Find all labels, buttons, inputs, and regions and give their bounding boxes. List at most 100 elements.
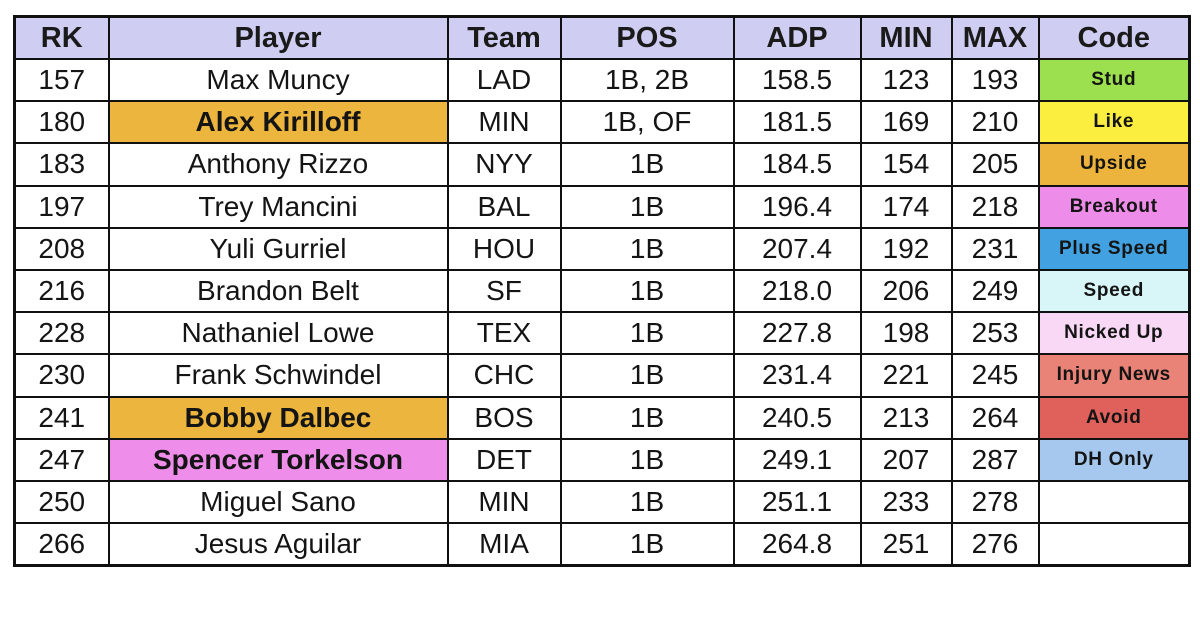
col-header-rk: RK (13, 15, 110, 60)
col-header-player: Player (107, 15, 449, 60)
cell-team: CHC (446, 353, 562, 398)
cell-min: 198 (859, 311, 953, 356)
col-header-team: Team (446, 15, 562, 60)
cell-team: LAD (446, 57, 562, 103)
cell-player: Trey Mancini (107, 184, 449, 229)
table-row: 197 Trey Mancini BAL 1B 196.4 174 218 Breakout (13, 184, 1191, 229)
cell-min: 221 (859, 353, 953, 398)
cell-max: 193 (950, 57, 1040, 103)
cell-rk: 241 (13, 395, 110, 440)
cell-pos: 1B (559, 142, 735, 187)
cell-max: 210 (950, 100, 1040, 145)
cell-pos: 1B (559, 522, 735, 567)
header-row: RK Player Team POS ADP MIN MAX Code (13, 15, 1191, 60)
cell-min: 154 (859, 142, 953, 187)
cell-min: 123 (859, 57, 953, 103)
cell-pos: 1B, OF (559, 100, 735, 145)
cell-rk: 250 (13, 479, 110, 525)
cell-team: BOS (446, 395, 562, 440)
cell-player: Jesus Aguilar (107, 522, 449, 567)
cell-min: 206 (859, 268, 953, 314)
cell-code: Breakout (1037, 184, 1191, 229)
cell-pos: 1B (559, 353, 735, 398)
cell-adp: 227.8 (732, 311, 862, 356)
cell-min: 174 (859, 184, 953, 229)
cell-code: Nicked Up (1037, 311, 1191, 356)
cell-min: 192 (859, 226, 953, 271)
table-body: 157 Max Muncy LAD 1B, 2B 158.5 123 193 Stud 180 A… (13, 57, 1191, 567)
cell-max: 253 (950, 311, 1040, 356)
cell-code: Speed (1037, 268, 1191, 314)
cell-player: Bobby Dalbec (107, 395, 449, 440)
table-row: 180 Alex Kirilloff MIN 1B, OF 181.5 169 210 Lik… (13, 100, 1191, 145)
cell-player: Spencer Torkelson (107, 437, 449, 482)
table-row: 208 Yuli Gurriel HOU 1B 207.4 192 231 Plus Spee… (13, 226, 1191, 271)
cell-max: 231 (950, 226, 1040, 271)
cell-min: 207 (859, 437, 953, 482)
cell-min: 213 (859, 395, 953, 440)
player-adp-table: RK Player Team POS ADP MIN MAX Code 157 M… (13, 15, 1191, 568)
cell-max: 249 (950, 268, 1040, 314)
cell-pos: 1B (559, 437, 735, 482)
cell-rk: 183 (13, 142, 110, 187)
cell-adp: 264.8 (732, 522, 862, 567)
cell-rk: 266 (13, 522, 110, 567)
table-row: 216 Brandon Belt SF 1B 218.0 206 249 Speed (13, 268, 1191, 314)
cell-adp: 231.4 (732, 353, 862, 398)
table-row: 157 Max Muncy LAD 1B, 2B 158.5 123 193 Stud (13, 57, 1191, 103)
cell-player: Max Muncy (107, 57, 449, 103)
cell-team: MIN (446, 479, 562, 525)
cell-min: 251 (859, 522, 953, 567)
table-row: 250 Miguel Sano MIN 1B 251.1 233 278 (13, 479, 1191, 525)
cell-team: SF (446, 268, 562, 314)
col-header-pos: POS (559, 15, 735, 60)
cell-min: 233 (859, 479, 953, 525)
cell-adp: 196.4 (732, 184, 862, 229)
cell-adp: 158.5 (732, 57, 862, 103)
table-header: RK Player Team POS ADP MIN MAX Code (13, 15, 1191, 60)
table-row: 241 Bobby Dalbec BOS 1B 240.5 213 264 Avoid (13, 395, 1191, 440)
col-header-code: Code (1037, 15, 1191, 60)
cell-rk: 208 (13, 226, 110, 271)
cell-adp: 240.5 (732, 395, 862, 440)
cell-player: Brandon Belt (107, 268, 449, 314)
cell-rk: 228 (13, 311, 110, 356)
cell-max: 245 (950, 353, 1040, 398)
cell-pos: 1B (559, 479, 735, 525)
cell-team: MIN (446, 100, 562, 145)
cell-code: Plus Speed (1037, 226, 1191, 271)
table-row: 230 Frank Schwindel CHC 1B 231.4 221 245 Injury… (13, 353, 1191, 398)
table-row: 183 Anthony Rizzo NYY 1B 184.5 154 205 Upside (13, 142, 1191, 187)
cell-rk: 230 (13, 353, 110, 398)
cell-code (1037, 479, 1191, 525)
cell-max: 218 (950, 184, 1040, 229)
adp-table-container: RK Player Team POS ADP MIN MAX Code 157 M… (13, 15, 1191, 568)
cell-player: Alex Kirilloff (107, 100, 449, 145)
cell-team: BAL (446, 184, 562, 229)
table-row: 247 Spencer Torkelson DET 1B 249.1 207 287 DH O… (13, 437, 1191, 482)
cell-adp: 184.5 (732, 142, 862, 187)
col-header-adp: ADP (732, 15, 862, 60)
cell-player: Anthony Rizzo (107, 142, 449, 187)
cell-max: 278 (950, 479, 1040, 525)
cell-player: Frank Schwindel (107, 353, 449, 398)
cell-pos: 1B (559, 395, 735, 440)
cell-player: Yuli Gurriel (107, 226, 449, 271)
cell-code: Avoid (1037, 395, 1191, 440)
cell-max: 264 (950, 395, 1040, 440)
cell-code: Like (1037, 100, 1191, 145)
cell-pos: 1B (559, 311, 735, 356)
cell-rk: 180 (13, 100, 110, 145)
cell-player: Miguel Sano (107, 479, 449, 525)
cell-team: TEX (446, 311, 562, 356)
col-header-max: MAX (950, 15, 1040, 60)
cell-max: 276 (950, 522, 1040, 567)
col-header-min: MIN (859, 15, 953, 60)
table-row: 228 Nathaniel Lowe TEX 1B 227.8 198 253 Nicked … (13, 311, 1191, 356)
cell-team: MIA (446, 522, 562, 567)
cell-rk: 247 (13, 437, 110, 482)
table-row: 266 Jesus Aguilar MIA 1B 264.8 251 276 (13, 522, 1191, 567)
cell-code (1037, 522, 1191, 567)
cell-rk: 197 (13, 184, 110, 229)
cell-adp: 207.4 (732, 226, 862, 271)
